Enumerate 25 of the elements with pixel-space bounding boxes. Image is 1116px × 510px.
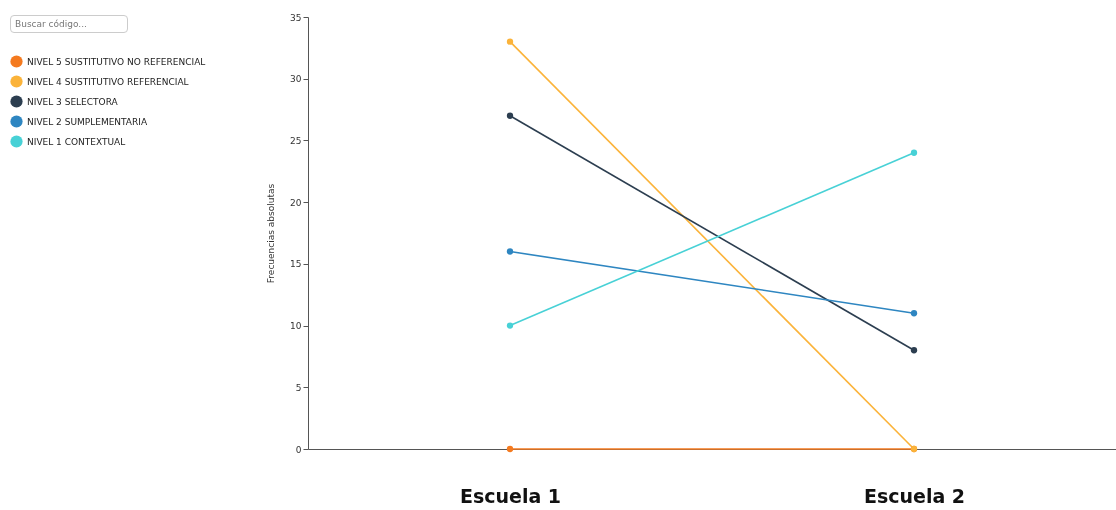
point bbox=[506, 112, 514, 119]
y-tick-label: 35 bbox=[290, 12, 302, 23]
point bbox=[506, 445, 514, 453]
y-tick-label: 20 bbox=[290, 197, 302, 208]
y-tick-label: 15 bbox=[290, 259, 302, 270]
legend-label: NIVEL 4 SUSTITUTIVO REFERENCIAL bbox=[27, 76, 189, 87]
point bbox=[506, 38, 514, 45]
point bbox=[506, 322, 514, 329]
y-tick-label: 0 bbox=[295, 444, 302, 455]
point bbox=[910, 347, 918, 354]
y-tick-label: 25 bbox=[290, 135, 302, 146]
legend-label: NIVEL 5 SUSTITUTIVO NO REFERENCIAL bbox=[27, 56, 206, 67]
x-tick-label: Escuela 2 bbox=[863, 484, 966, 507]
legend-label: NIVEL 3 SELECTORA bbox=[27, 96, 119, 107]
y-tick-label: 5 bbox=[295, 382, 302, 393]
point bbox=[506, 248, 514, 255]
point bbox=[910, 310, 918, 317]
y-tick-label: 30 bbox=[290, 74, 302, 85]
y-axis-title: Frecuencias absolutas bbox=[266, 183, 277, 284]
y-tick-label: 10 bbox=[290, 321, 302, 332]
legend-label: NIVEL 1 CONTEXTUAL bbox=[27, 136, 126, 147]
point bbox=[910, 149, 918, 156]
search-field: Buscar código... bbox=[10, 15, 128, 33]
x-tick-label: Escuela 1 bbox=[459, 484, 562, 507]
legend-label: NIVEL 2 SUMPLEMENTARIA bbox=[27, 116, 148, 127]
